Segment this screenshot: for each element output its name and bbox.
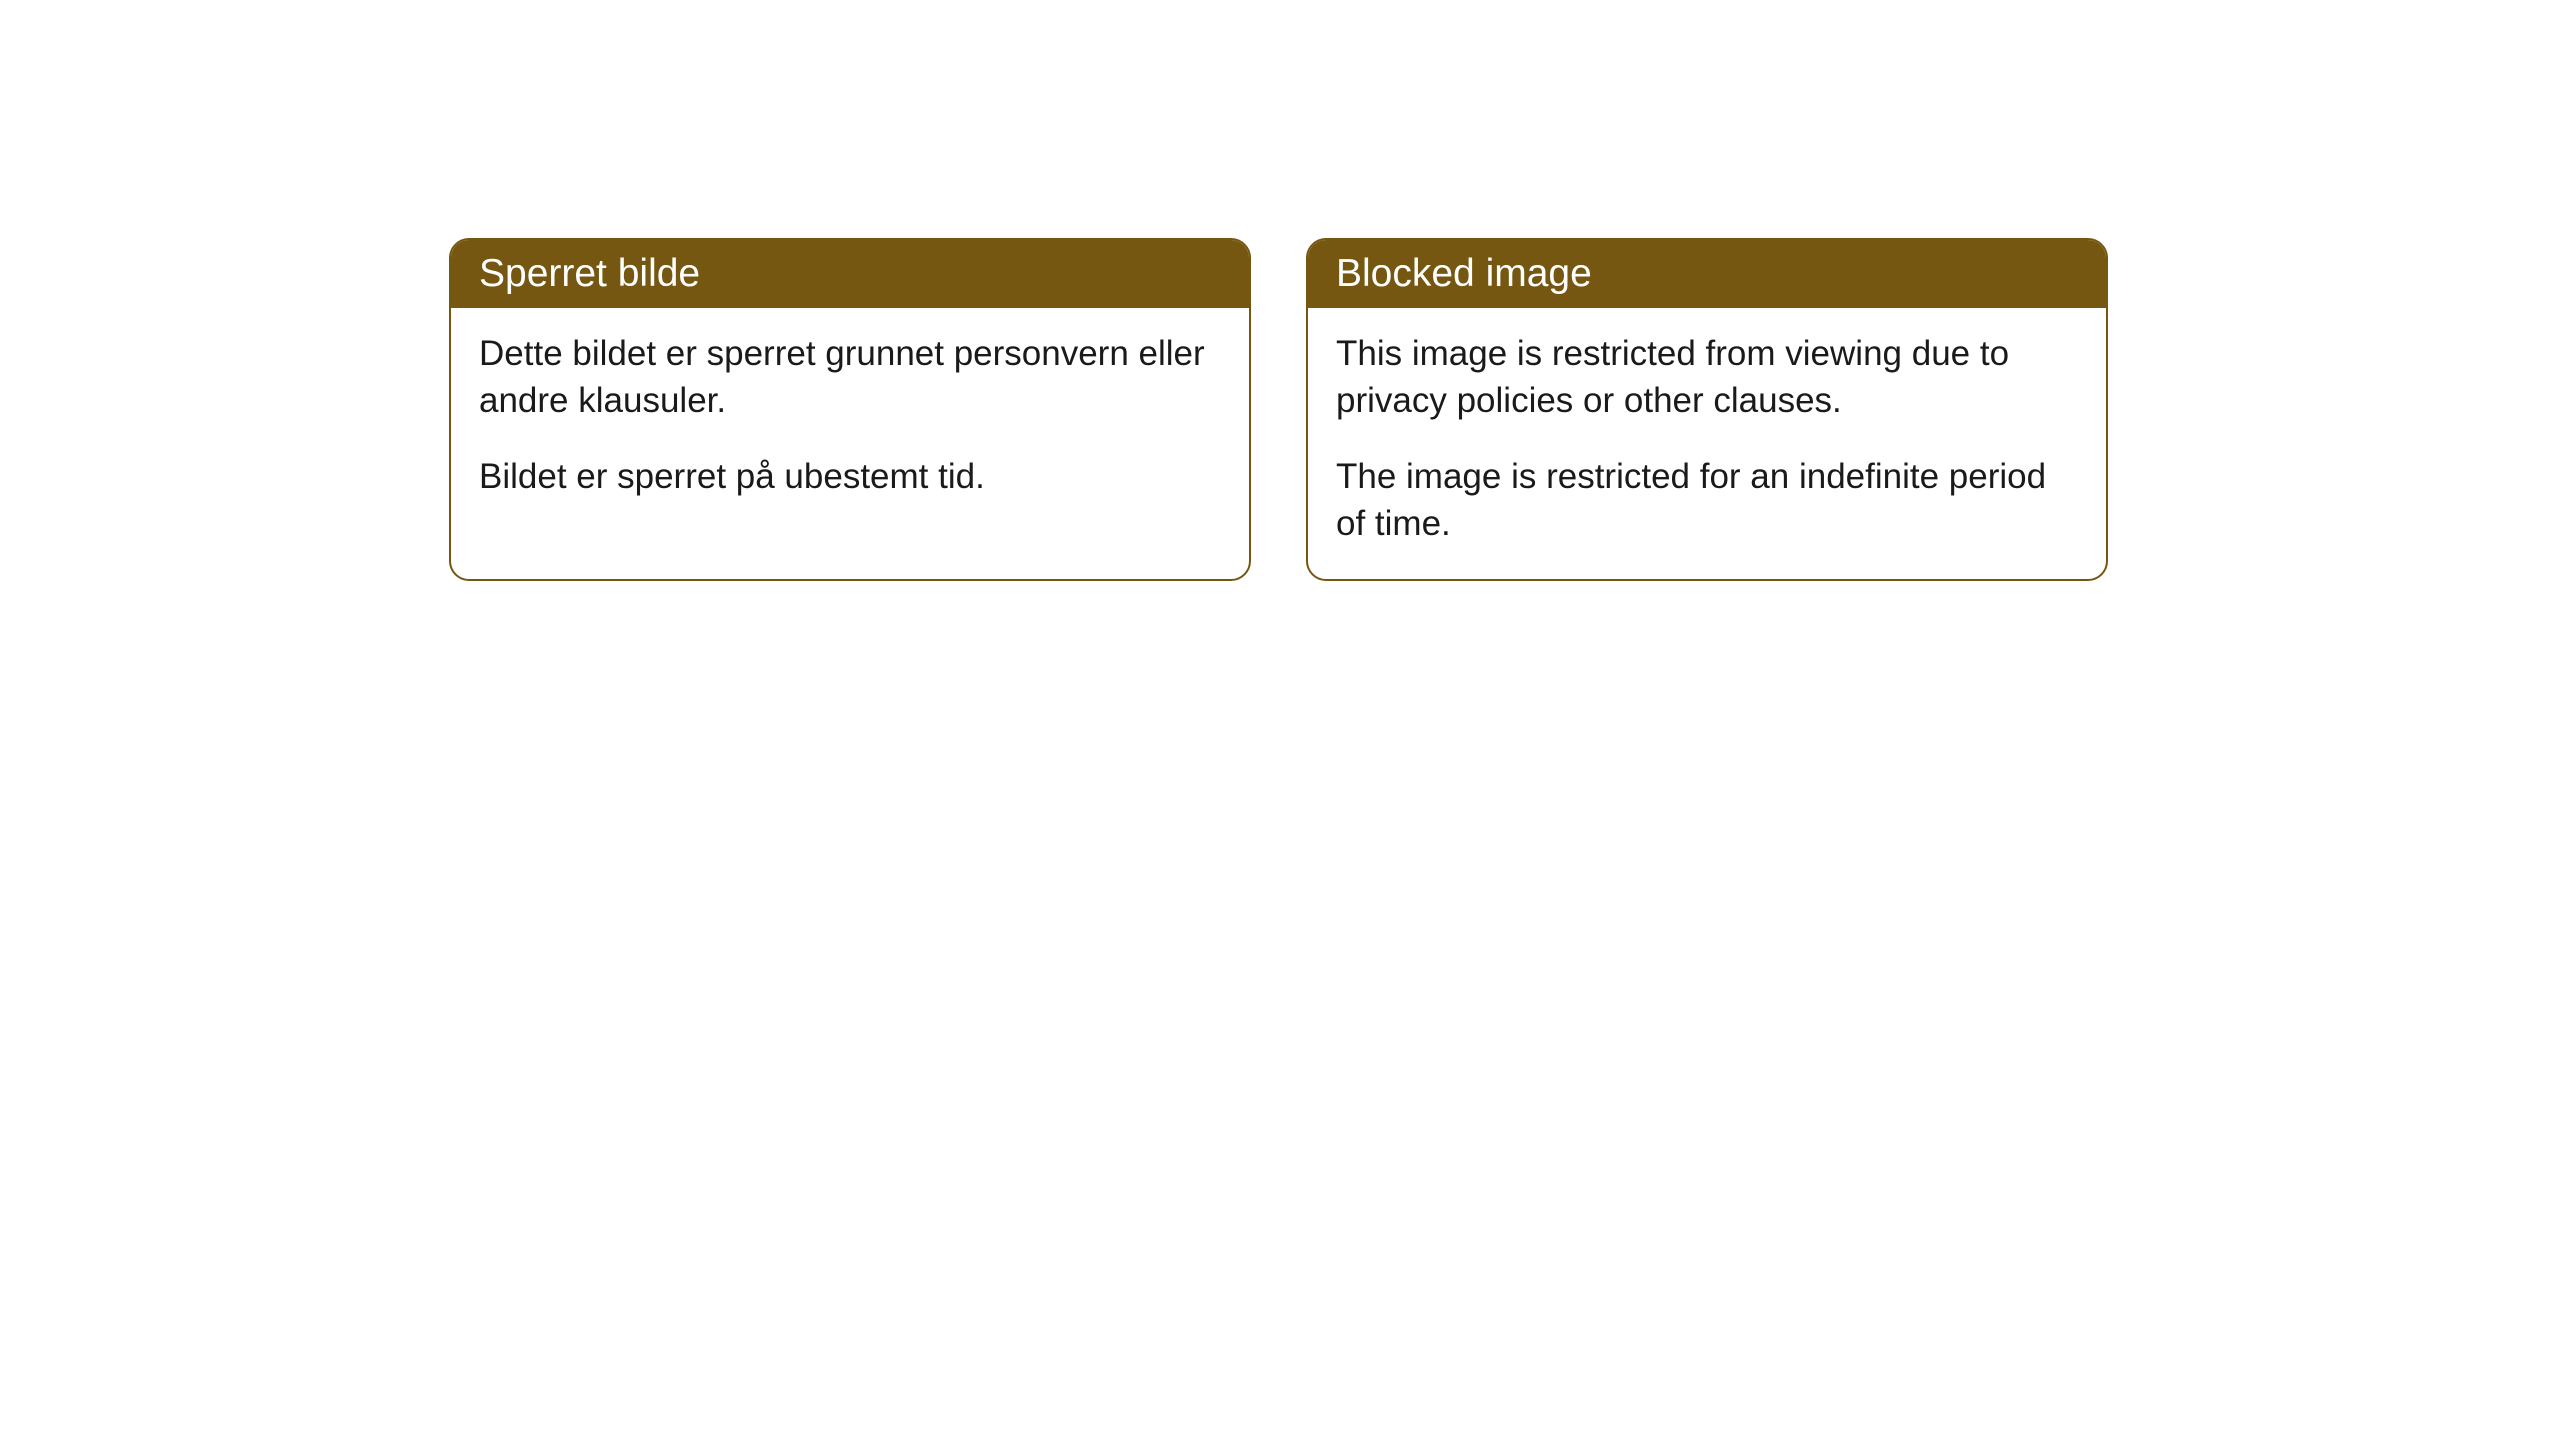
card-body: This image is restricted from viewing du… (1308, 308, 2106, 579)
notice-card-english: Blocked image This image is restricted f… (1306, 238, 2108, 581)
card-paragraph: The image is restricted for an indefinit… (1336, 453, 2078, 548)
card-paragraph: Bildet er sperret på ubestemt tid. (479, 453, 1221, 500)
card-body: Dette bildet er sperret grunnet personve… (451, 308, 1249, 532)
card-title: Sperret bilde (451, 240, 1249, 308)
notice-cards-container: Sperret bilde Dette bildet er sperret gr… (449, 238, 2108, 581)
card-paragraph: This image is restricted from viewing du… (1336, 330, 2078, 425)
notice-card-norwegian: Sperret bilde Dette bildet er sperret gr… (449, 238, 1251, 581)
card-paragraph: Dette bildet er sperret grunnet personve… (479, 330, 1221, 425)
card-title: Blocked image (1308, 240, 2106, 308)
